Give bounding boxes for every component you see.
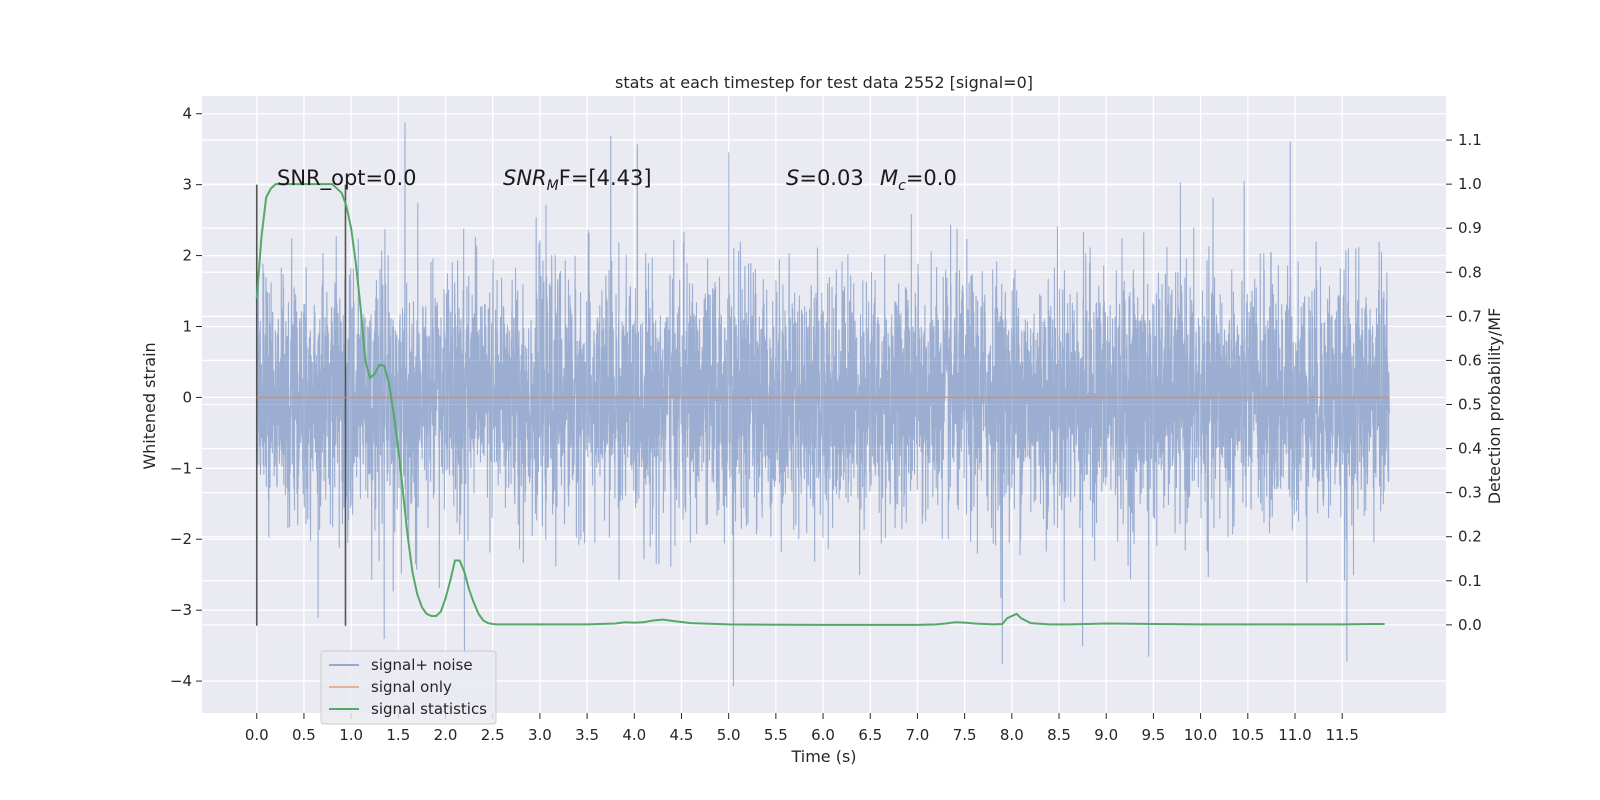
- snr-mf-symbol: SNR: [503, 166, 547, 190]
- x-tick-label: 11.0: [1278, 726, 1311, 744]
- y-left-tick-label: −3: [170, 601, 192, 619]
- mc-symbol: M: [880, 166, 898, 190]
- y-left-tick-label: −4: [170, 672, 192, 690]
- snr-mf-value: F=[4.43]: [559, 166, 652, 190]
- y-right-tick-label: 0.0: [1458, 616, 1482, 634]
- y-left-tick-label: 1: [182, 317, 192, 335]
- y-left-tick-label: −2: [170, 530, 192, 548]
- x-axis: 0.0 0.5 1.0 1.5 2.0 2.5 3.0 3.5 4.0 4.5 5.0 5.5 6.0 6…: [245, 713, 1359, 744]
- left-y-axis: 4 3 2 1 0 −1 −2 −3 −4: [170, 105, 202, 690]
- y-left-tick-label: −1: [170, 459, 192, 477]
- mc-value: =0.0: [906, 166, 957, 190]
- chart-title: stats at each timestep for test data 255…: [615, 73, 1033, 92]
- y-right-tick-label: 1.0: [1458, 175, 1482, 193]
- x-axis-title: Time (s): [790, 747, 856, 766]
- signal-noise-trace: [256, 122, 1390, 687]
- annotation-snr-opt: SNR_opt=0.0: [277, 166, 417, 191]
- y-right-tick-label: 0.2: [1458, 528, 1482, 546]
- right-y-axis: 0.0 0.1 0.2 0.3 0.4 0.5 0.6 0.7 0.8 0.9 1.0 1.1: [1446, 131, 1482, 634]
- x-tick-label: 3.0: [528, 726, 552, 744]
- y-right-tick-label: 0.5: [1458, 396, 1482, 414]
- y-left-tick-label: 0: [182, 388, 192, 406]
- annotation-snr-mf: SNRMF=[4.43]: [503, 166, 652, 194]
- y-right-tick-label: 0.8: [1458, 263, 1482, 281]
- legend-label-noise: signal+ noise: [371, 656, 473, 674]
- y-left-tick-label: 3: [182, 176, 192, 194]
- s-value: =0.03: [799, 166, 863, 190]
- x-tick-label: 11.5: [1325, 726, 1358, 744]
- y-right-tick-label: 0.7: [1458, 307, 1482, 325]
- x-tick-label: 6.0: [811, 726, 835, 744]
- y-left-tick-label: 2: [182, 247, 192, 265]
- x-tick-label: 7.0: [906, 726, 930, 744]
- legend: signal+ noise signal only signal statist…: [320, 650, 497, 725]
- y-axis-title-right: Detection probability/MF: [1485, 308, 1504, 505]
- x-tick-label: 3.5: [575, 726, 599, 744]
- y-right-tick-label: 0.6: [1458, 351, 1482, 369]
- x-tick-label: 4.5: [670, 726, 694, 744]
- marker-lines: [255, 184, 347, 626]
- x-tick-label: 2.0: [434, 726, 458, 744]
- x-tick-label: 1.5: [386, 726, 410, 744]
- mc-subscript: c: [898, 178, 906, 194]
- x-tick-label: 0.5: [292, 726, 316, 744]
- legend-label-stats: signal statistics: [371, 700, 487, 718]
- annotation-s: S=0.03: [786, 166, 864, 190]
- y-right-tick-label: 0.1: [1458, 572, 1482, 590]
- x-tick-label: 8.0: [1000, 726, 1024, 744]
- y-right-tick-label: 0.9: [1458, 219, 1482, 237]
- signal-statistics-line: [255, 183, 1385, 626]
- y-axis-title-left: Whitened strain: [140, 342, 159, 469]
- x-tick-label: 6.5: [858, 726, 882, 744]
- x-tick-label: 10.5: [1231, 726, 1264, 744]
- y-right-tick-label: 0.4: [1458, 440, 1482, 458]
- x-tick-label: 10.0: [1184, 726, 1217, 744]
- x-tick-label: 9.5: [1141, 726, 1165, 744]
- legend-box: [320, 650, 497, 725]
- y-left-tick-label: 4: [182, 105, 192, 123]
- x-tick-label: 4.0: [622, 726, 646, 744]
- y-right-tick-label: 0.3: [1458, 484, 1482, 502]
- annotation-mc: Mc=0.0: [880, 166, 957, 194]
- x-tick-label: 7.5: [953, 726, 977, 744]
- y-right-tick-label: 1.1: [1458, 131, 1482, 149]
- x-tick-label: 1.0: [339, 726, 363, 744]
- x-tick-label: 9.0: [1094, 726, 1118, 744]
- x-tick-label: 5.5: [764, 726, 788, 744]
- snr-mf-subscript: M: [547, 178, 559, 194]
- x-tick-label: 0.0: [245, 726, 269, 744]
- x-tick-label: 2.5: [481, 726, 505, 744]
- noise-series: [256, 122, 1390, 687]
- s-symbol: S: [786, 166, 799, 190]
- legend-label-signal: signal only: [371, 678, 452, 696]
- x-tick-label: 5.0: [717, 726, 741, 744]
- x-tick-label: 8.5: [1047, 726, 1071, 744]
